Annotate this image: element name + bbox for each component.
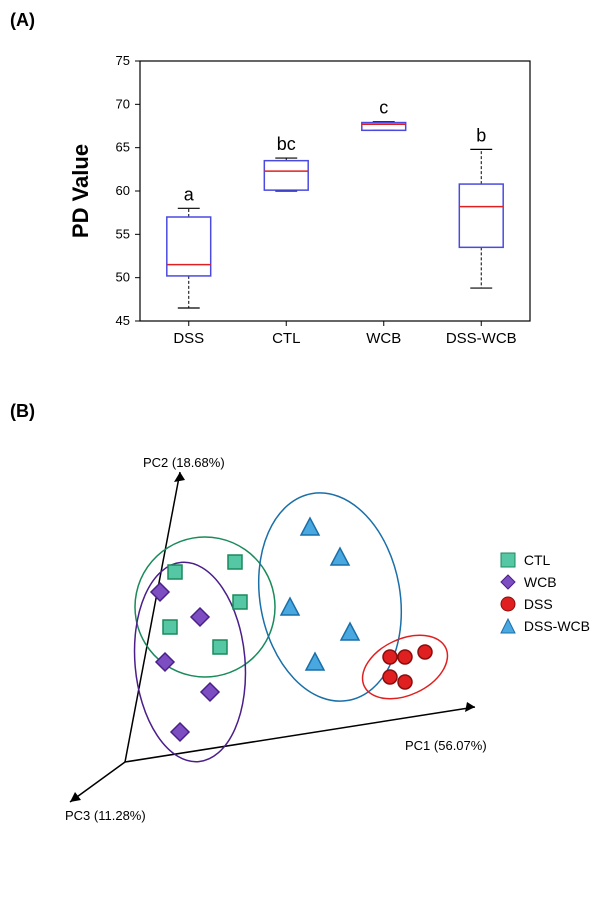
legend-triangle-icon (500, 618, 516, 634)
legend-row-dss: DSS (500, 596, 590, 612)
legend-circle-icon (500, 596, 516, 612)
svg-text:DSS: DSS (173, 330, 204, 347)
svg-text:PC3 (11.28%): PC3 (11.28%) (65, 808, 146, 823)
svg-text:60: 60 (116, 183, 130, 198)
svg-text:CTL: CTL (272, 330, 300, 347)
legend-label-wcb: WCB (524, 574, 557, 590)
panel-b-label: (B) (10, 401, 610, 422)
svg-text:PC1 (56.07%): PC1 (56.07%) (405, 738, 487, 753)
legend-diamond-icon (500, 574, 516, 590)
pca-chart: PC1 (56.07%) PC2 (18.68%) PC3 (11.28%) CTL… (10, 432, 600, 832)
legend-row-ctl: CTL (500, 552, 590, 568)
svg-text:45: 45 (116, 313, 130, 328)
svg-text:50: 50 (116, 270, 130, 285)
svg-text:70: 70 (116, 96, 130, 111)
legend-label-dsswcb: DSS-WCB (524, 618, 590, 634)
legend-square-icon (500, 552, 516, 568)
svg-text:WCB: WCB (366, 330, 401, 347)
svg-text:65: 65 (116, 140, 130, 155)
legend-row-wcb: WCB (500, 574, 590, 590)
legend-label-dss: DSS (524, 596, 553, 612)
svg-text:c: c (379, 98, 388, 118)
svg-text:55: 55 (116, 226, 130, 241)
svg-text:PC2 (18.68%): PC2 (18.68%) (143, 455, 225, 470)
boxplot-chart: 45 50 55 60 65 70 75 PD Value DSS a CTL bc WCB c DSS-W… (70, 41, 550, 361)
boxplot-svg: 45 50 55 60 65 70 75 PD Value DSS a CTL bc WCB c DSS-W… (70, 41, 550, 361)
svg-text:75: 75 (116, 53, 130, 68)
svg-text:bc: bc (277, 134, 296, 154)
svg-text:a: a (184, 184, 195, 204)
svg-text:DSS-WCB: DSS-WCB (446, 330, 517, 347)
pca-legend: CTL WCB DSS DSS-WCB (500, 552, 590, 640)
panel-a-label: (A) (10, 10, 610, 31)
legend-row-dsswcb: DSS-WCB (500, 618, 590, 634)
svg-text:b: b (476, 125, 486, 145)
svg-text:PD Value: PD Value (70, 144, 93, 238)
legend-label-ctl: CTL (524, 552, 550, 568)
